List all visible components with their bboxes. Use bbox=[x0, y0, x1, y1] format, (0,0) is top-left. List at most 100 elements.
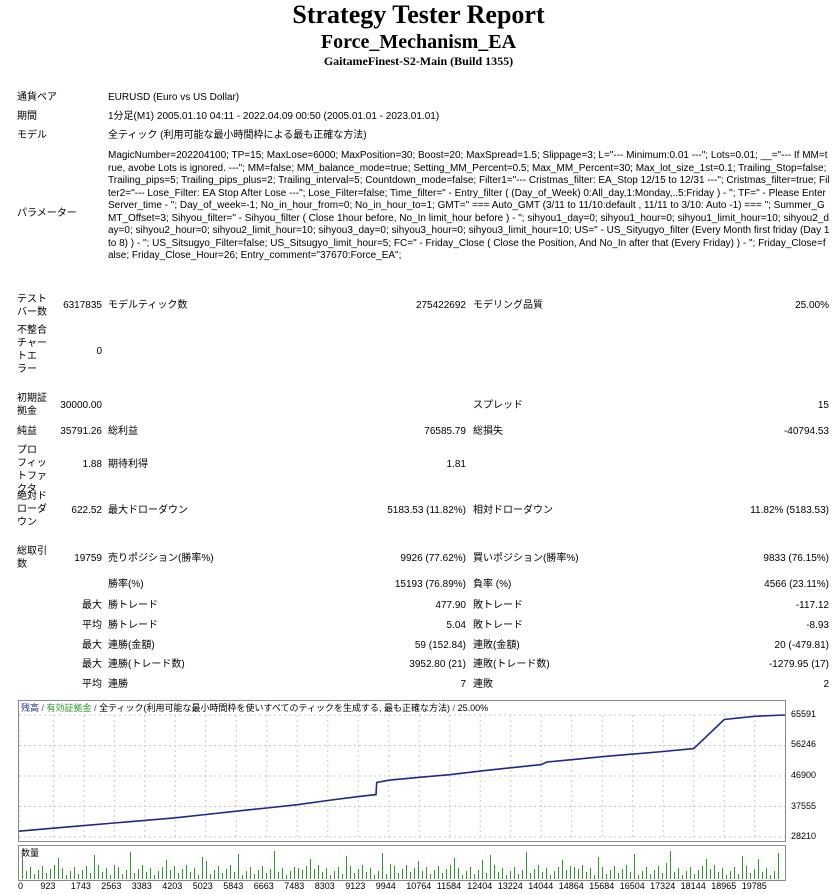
volume-bar bbox=[546, 868, 547, 879]
volume-bar bbox=[190, 872, 191, 879]
row-value-2: -8.93 bbox=[806, 620, 829, 631]
row-value-1: 477.90 bbox=[435, 600, 466, 611]
period-value: 1分足(M1) 2005.01.10 04:11 - 2022.04.09 00… bbox=[108, 111, 440, 122]
volume-bar bbox=[50, 869, 51, 879]
x-tick-label: 19785 bbox=[741, 881, 767, 891]
volume-bar bbox=[130, 852, 131, 879]
balance-chart: 残高 / 有効証拠金 / 全ティック(利用可能な最小時間枠を使いすべてのティック… bbox=[18, 700, 786, 842]
expected-value: 1.81 bbox=[446, 459, 466, 470]
volume-bar bbox=[398, 873, 399, 879]
x-tick-label: 14044 bbox=[528, 881, 554, 891]
max-dd-value: 5183.53 (11.82%) bbox=[387, 505, 466, 516]
x-tick-label: 6663 bbox=[253, 881, 274, 891]
volume-bar bbox=[38, 870, 39, 879]
volume-bar bbox=[442, 873, 443, 879]
volume-bar bbox=[150, 868, 151, 879]
row-value-2: 2 bbox=[823, 679, 829, 690]
row-label-1: 勝トレード bbox=[108, 600, 158, 611]
volume-bar bbox=[290, 871, 291, 879]
volume-bar bbox=[474, 874, 475, 879]
report-title: Strategy Tester Report bbox=[292, 0, 545, 29]
volume-bar bbox=[26, 871, 27, 879]
volume-bar bbox=[646, 867, 647, 879]
volume-bar bbox=[274, 851, 275, 879]
x-tick-label: 1743 bbox=[70, 881, 91, 891]
volume-bar bbox=[746, 866, 747, 879]
row-label-2: 敗トレード bbox=[473, 600, 523, 611]
volume-bar bbox=[518, 874, 519, 879]
row-prefix: 最大 bbox=[82, 659, 102, 670]
volume-bar bbox=[102, 872, 103, 879]
volume-bar bbox=[522, 870, 523, 879]
volume-bar bbox=[730, 871, 731, 879]
volume-bar bbox=[454, 858, 455, 879]
volume-bar bbox=[106, 868, 107, 879]
row-value-2: 20 (-479.81) bbox=[774, 640, 829, 651]
volume-bar bbox=[542, 872, 543, 879]
volume-bar bbox=[330, 875, 331, 879]
volume-bar bbox=[286, 875, 287, 879]
volume-bar bbox=[766, 868, 767, 879]
volume-bar bbox=[30, 867, 31, 879]
params-label: パラメーター bbox=[17, 208, 77, 219]
volume-bar bbox=[354, 873, 355, 879]
volume-bar bbox=[98, 865, 99, 879]
volume-bar bbox=[638, 875, 639, 879]
volume-bar bbox=[34, 874, 35, 879]
abs-dd-value: 622.52 bbox=[71, 505, 102, 516]
rel-dd-value: 11.82% (5183.53) bbox=[750, 505, 829, 516]
balance-plot bbox=[19, 714, 785, 838]
x-tick-label: 17324 bbox=[650, 881, 676, 891]
x-tick-label: 18965 bbox=[711, 881, 737, 891]
volume-bar bbox=[478, 870, 479, 879]
volume-bar bbox=[490, 855, 491, 879]
volume-bar bbox=[422, 871, 423, 879]
volume-bar bbox=[502, 868, 503, 879]
volume-bar bbox=[574, 867, 575, 879]
volume-bar bbox=[350, 866, 351, 879]
x-tick-label: 10764 bbox=[406, 881, 432, 891]
volume-bar bbox=[186, 865, 187, 879]
net-label: 純益 bbox=[17, 426, 37, 437]
volume-bar bbox=[654, 870, 655, 879]
volume-bar bbox=[530, 873, 531, 879]
volume-bar bbox=[550, 875, 551, 879]
volume-bar bbox=[402, 869, 403, 879]
volume-bar bbox=[254, 874, 255, 879]
volume-bar bbox=[66, 875, 67, 879]
x-tick-label: 5843 bbox=[223, 881, 244, 891]
gross-profit-label: 総利益 bbox=[108, 426, 138, 437]
volume-bar bbox=[242, 875, 243, 879]
volume-bar bbox=[714, 865, 715, 879]
volume-bar bbox=[642, 871, 643, 879]
y-tick-label: 56246 bbox=[791, 739, 817, 750]
volume-bar bbox=[374, 875, 375, 879]
volume-bar bbox=[658, 866, 659, 879]
volume-bar bbox=[122, 874, 123, 879]
volume-bar bbox=[626, 865, 627, 879]
row-label-2: 連敗 bbox=[473, 679, 493, 690]
ticks-label: モデルティック数 bbox=[108, 300, 188, 311]
x-tick-label: 4203 bbox=[162, 881, 183, 891]
volume-bar bbox=[450, 865, 451, 879]
volume-bar bbox=[678, 868, 679, 879]
gross-loss-value: -40794.53 bbox=[783, 426, 829, 437]
volume-bar bbox=[726, 875, 727, 879]
y-tick-label: 37555 bbox=[791, 800, 817, 811]
volume-label: 数量 bbox=[21, 848, 40, 858]
balance-line bbox=[19, 714, 785, 832]
volume-bar bbox=[670, 851, 671, 879]
volume-bar bbox=[42, 866, 43, 879]
volume-bar bbox=[750, 873, 751, 879]
volume-bar bbox=[414, 868, 415, 879]
volume-bar bbox=[230, 865, 231, 879]
volume-bar bbox=[218, 866, 219, 879]
volume-bar bbox=[22, 855, 23, 879]
volume-bar bbox=[682, 875, 683, 879]
trades-value: 19759 bbox=[74, 553, 102, 564]
x-tick-label: 15684 bbox=[589, 881, 615, 891]
volume-bar bbox=[770, 875, 771, 879]
volume-bar bbox=[698, 870, 699, 879]
volume-bar bbox=[54, 865, 55, 879]
row-value-1: 3952.80 (21) bbox=[409, 659, 466, 670]
